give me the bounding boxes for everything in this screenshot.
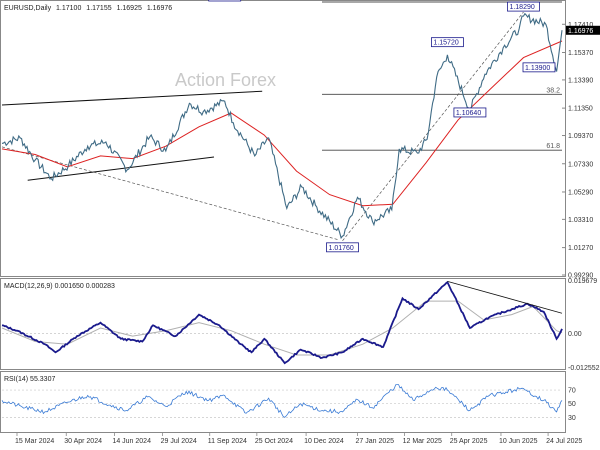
date-tick-label: 15 Mar 2024: [15, 438, 54, 445]
svg-text:EURUSD,Daily 1.17100: EURUSD,Daily 1.17100 1.17155 1.16925 1.1…: [4, 5, 172, 12]
key-level-label: 1.10640: [456, 110, 481, 117]
key-level-label: 1.15720: [433, 40, 458, 47]
current-price-marker: [566, 25, 600, 35]
rsi-panel-frame: [0, 371, 566, 433]
fib-label: 38.2: [546, 0, 560, 2]
rsi-panel: 70 50 30: [1, 384, 576, 422]
date-tick-label: 25 Apr 2025: [450, 438, 488, 445]
moving-average-line: [1, 40, 563, 207]
date-tick-label: 24 Jul 2025: [546, 438, 582, 445]
key-level-box: [453, 107, 487, 118]
price-header-timeframe: Daily: [36, 5, 52, 12]
key-level-box: [326, 242, 359, 253]
trendline: [342, 11, 524, 242]
macd-tick-label: 0.019679: [568, 278, 597, 285]
ohlc-open: 1.17100: [56, 5, 81, 12]
price-tick-label: 0.99290: [568, 273, 593, 280]
price-tick-label: 1.11350: [568, 106, 593, 113]
date-tick-label: 12 Mar 2025: [403, 438, 442, 445]
key-level-label: 1.01760: [328, 245, 353, 252]
date-tick-label: 29 Jul 2024: [161, 438, 197, 445]
key-level-box: [431, 37, 464, 48]
fib-levels: 38.2FE 100.038.261.8: [322, 0, 562, 151]
rsi-tick-label: 70: [568, 388, 576, 395]
trendlines: [1, 11, 524, 242]
date-tick-label: 14 Jun 2024: [112, 438, 151, 445]
rsi-label: RSI(14) 55.3307: [4, 376, 55, 383]
date-tick-label: 27 Jan 2025: [355, 438, 394, 445]
price-axis-ticks: 1.17410 1.15370 1.13390 1.11350 1.09370 1.073…: [562, 22, 593, 280]
ohlc-close: 1.16976: [147, 5, 172, 12]
date-tick-label: 25 Oct 2024: [255, 438, 293, 445]
fib-label: 38.2: [546, 87, 560, 94]
watermark: Action Forex: [175, 70, 276, 90]
macd-main-line: [1, 280, 563, 365]
price-tick-label: 1.09370: [568, 133, 593, 140]
key-level-label: 1.18290: [509, 4, 534, 11]
macd-panel-frame: [0, 278, 566, 370]
price-panel-frame: [0, 0, 566, 277]
macd-tick-label: 0.00: [568, 331, 582, 338]
ohlc-low: 1.16925: [117, 5, 142, 12]
date-tick-label: 10 Dec 2024: [304, 438, 344, 445]
key-level-label: 1.21130: [211, 0, 236, 1]
price-tick-label: 1.01270: [568, 245, 593, 252]
date-tick-label: 30 Apr 2024: [64, 438, 102, 445]
trendline: [27, 156, 215, 181]
key-level-labels: 1.21130 1.01760 1.15720 1.10640 1.18290 1.139…: [208, 0, 556, 253]
price-tick-label: 1.05290: [568, 189, 593, 196]
current-price-label: 1.16976: [568, 28, 593, 35]
rsi-line: [1, 384, 563, 418]
price-tick-label: 1.03310: [568, 217, 593, 224]
price-header-instrument: EURUSD: [4, 5, 34, 12]
macd-tick-label: -0.012552: [568, 365, 600, 372]
rsi-tick-label: 30: [568, 415, 576, 422]
key-level-box: [507, 1, 540, 12]
key-level-label: 1.13900: [525, 65, 550, 72]
trendline: [1, 90, 263, 106]
price-tick-label: 1.15370: [568, 50, 593, 57]
macd-label: MACD(12,26,9) 0.001650 0.000283: [4, 283, 115, 290]
fib-label: 61.8: [546, 143, 560, 150]
price-tick-label: 1.17410: [568, 22, 593, 29]
price-series-line: [1, 12, 563, 240]
date-tick-label: 10 Jun 2025: [499, 438, 538, 445]
date-tick-label: 11 Sep 2024: [208, 438, 247, 445]
price-tick-label: 1.13390: [568, 77, 593, 84]
key-level-box: [208, 0, 242, 2]
rsi-tick-label: 50: [568, 401, 576, 408]
macd-signal-line: [1, 300, 563, 356]
fib-label: FE 100.0: [532, 0, 561, 2]
key-level-box: [522, 62, 556, 73]
trendline: [1, 146, 340, 241]
macd-panel: 0.019679 0.00 -0.012552: [1, 278, 600, 372]
date-axis: 15 Mar 2024 30 Apr 2024 14 Jun 2024 29 Jul …: [15, 432, 582, 445]
ohlc-high: 1.17155: [86, 5, 111, 12]
macd-divergence-line: [447, 280, 563, 314]
price-tick-label: 1.07330: [568, 161, 593, 168]
